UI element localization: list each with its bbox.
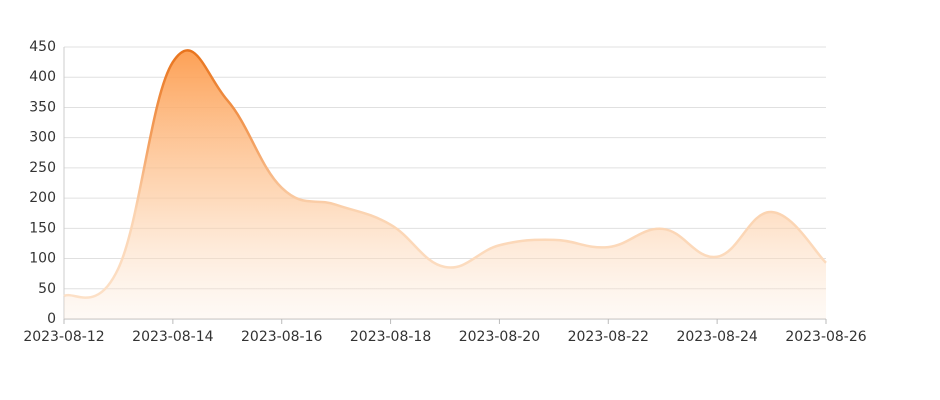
y-tick-label: 300 (29, 130, 56, 146)
y-tick-label: 450 (29, 39, 56, 55)
area-line (63, 49, 827, 299)
x-tick-label: 2023-08-18 (350, 329, 431, 345)
x-tick-label: 2023-08-20 (459, 329, 540, 345)
x-tick-label: 2023-08-16 (241, 329, 322, 345)
x-tick-label: 2023-08-26 (785, 329, 866, 345)
area-fill (64, 50, 826, 319)
y-tick-label: 350 (29, 99, 56, 115)
y-tick-label: 150 (29, 220, 56, 236)
x-tick-label: 2023-08-12 (23, 329, 104, 345)
y-tick-label: 0 (47, 311, 56, 327)
y-tick-label: 200 (29, 190, 56, 206)
y-tick-label: 250 (29, 160, 56, 176)
y-tick-label: 50 (38, 281, 56, 297)
y-tick-label: 400 (29, 69, 56, 85)
x-tick-label: 2023-08-24 (676, 329, 757, 345)
x-tick-label: 2023-08-14 (132, 329, 213, 345)
y-tick-label: 100 (29, 251, 56, 267)
x-tick-label: 2023-08-22 (568, 329, 649, 345)
